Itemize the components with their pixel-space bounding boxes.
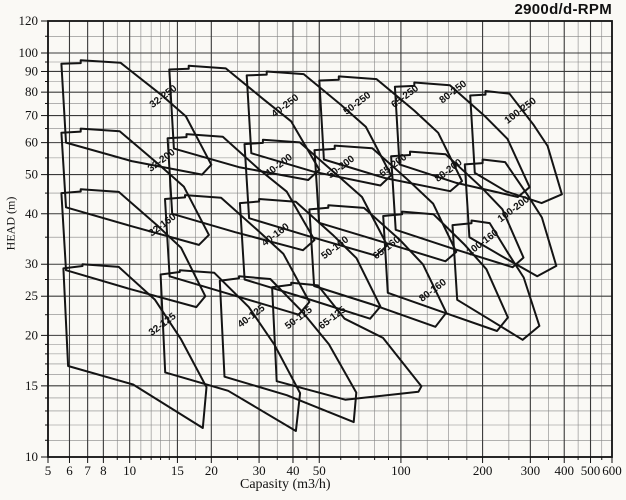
grid-minor-layer bbox=[48, 21, 612, 457]
axis-tick-labels-layer: 5 6 7 8 10 15 20 30 40 50 100 200 300 400 500 600 10 15 20… bbox=[19, 13, 622, 478]
x-tick-label: 8 bbox=[100, 463, 107, 478]
region-label-80-160: 80-160 bbox=[417, 277, 449, 305]
envelope-100-200 bbox=[463, 158, 558, 278]
x-tick-label: 30 bbox=[253, 463, 266, 478]
x-tick-label: 40 bbox=[286, 463, 299, 478]
region-label-32-200: 32-200 bbox=[146, 147, 178, 175]
x-tick-label: 500 bbox=[581, 463, 601, 478]
region-label-layer: 32-250 40-250 50-250 65-250 80-250100-25032-… bbox=[146, 78, 539, 338]
x-tick-label: 200 bbox=[473, 463, 493, 478]
x-tick-label: 10 bbox=[123, 463, 136, 478]
y-tick-label: 15 bbox=[25, 378, 38, 393]
y-tick-label: 90 bbox=[25, 63, 38, 78]
x-tick-label: 6 bbox=[66, 463, 73, 478]
envelope-40-250 bbox=[168, 64, 321, 181]
envelope-40-200 bbox=[166, 133, 316, 252]
envelope-65-250 bbox=[318, 75, 463, 193]
envelope-65-200 bbox=[313, 144, 458, 263]
x-axis-title: Capasity (m3/h) bbox=[240, 477, 331, 492]
x-tick-label: 7 bbox=[84, 463, 91, 478]
x-tick-label: 600 bbox=[602, 463, 622, 478]
chart-title: 2900d/d-RPM bbox=[514, 1, 612, 18]
envelope-32-160 bbox=[60, 188, 207, 309]
y-tick-label: 30 bbox=[25, 256, 38, 271]
envelope-80-160 bbox=[382, 210, 509, 332]
x-tick-label: 100 bbox=[391, 463, 411, 478]
y-tick-label: 70 bbox=[25, 108, 38, 123]
x-tick-label: 5 bbox=[45, 463, 52, 478]
region-label-100-250: 100-250 bbox=[503, 95, 539, 126]
x-tick-label: 50 bbox=[313, 463, 326, 478]
envelope-40-160 bbox=[164, 194, 311, 316]
envelope-100-160 bbox=[451, 219, 541, 341]
envelope-100-250 bbox=[469, 90, 563, 205]
grid-major-layer bbox=[47, 20, 613, 458]
envelope-65-160 bbox=[308, 204, 448, 328]
x-tick-label: 400 bbox=[554, 463, 574, 478]
x-tick-label: 300 bbox=[521, 463, 541, 478]
x-tick-label: 20 bbox=[205, 463, 218, 478]
y-tick-label: 40 bbox=[25, 206, 38, 221]
envelope-32-125 bbox=[62, 263, 208, 429]
y-tick-label: 20 bbox=[25, 327, 38, 342]
envelope-32-200 bbox=[60, 127, 210, 246]
envelope-32-250 bbox=[60, 59, 213, 176]
y-tick-label: 60 bbox=[25, 135, 38, 150]
envelope-50-125 bbox=[218, 275, 358, 424]
axis-ticks-layer bbox=[41, 20, 613, 463]
y-tick-label: 10 bbox=[25, 449, 38, 464]
envelope-50-200 bbox=[243, 138, 389, 257]
plot-border bbox=[47, 20, 613, 458]
y-tick-label: 100 bbox=[19, 45, 39, 60]
envelope-50-160 bbox=[238, 198, 382, 320]
y-tick-label: 25 bbox=[25, 288, 38, 303]
y-tick-label: 120 bbox=[19, 13, 39, 28]
envelope-65-125 bbox=[271, 281, 423, 401]
x-tick-label: 15 bbox=[171, 463, 184, 478]
envelope-layer bbox=[60, 59, 563, 432]
envelope-80-200 bbox=[390, 150, 525, 269]
y-tick-label: 50 bbox=[25, 167, 38, 182]
envelope-50-250 bbox=[245, 70, 393, 187]
region-label-65-160: 65-160 bbox=[371, 234, 403, 262]
envelope-80-250 bbox=[393, 81, 531, 198]
y-tick-label: 80 bbox=[25, 84, 38, 99]
